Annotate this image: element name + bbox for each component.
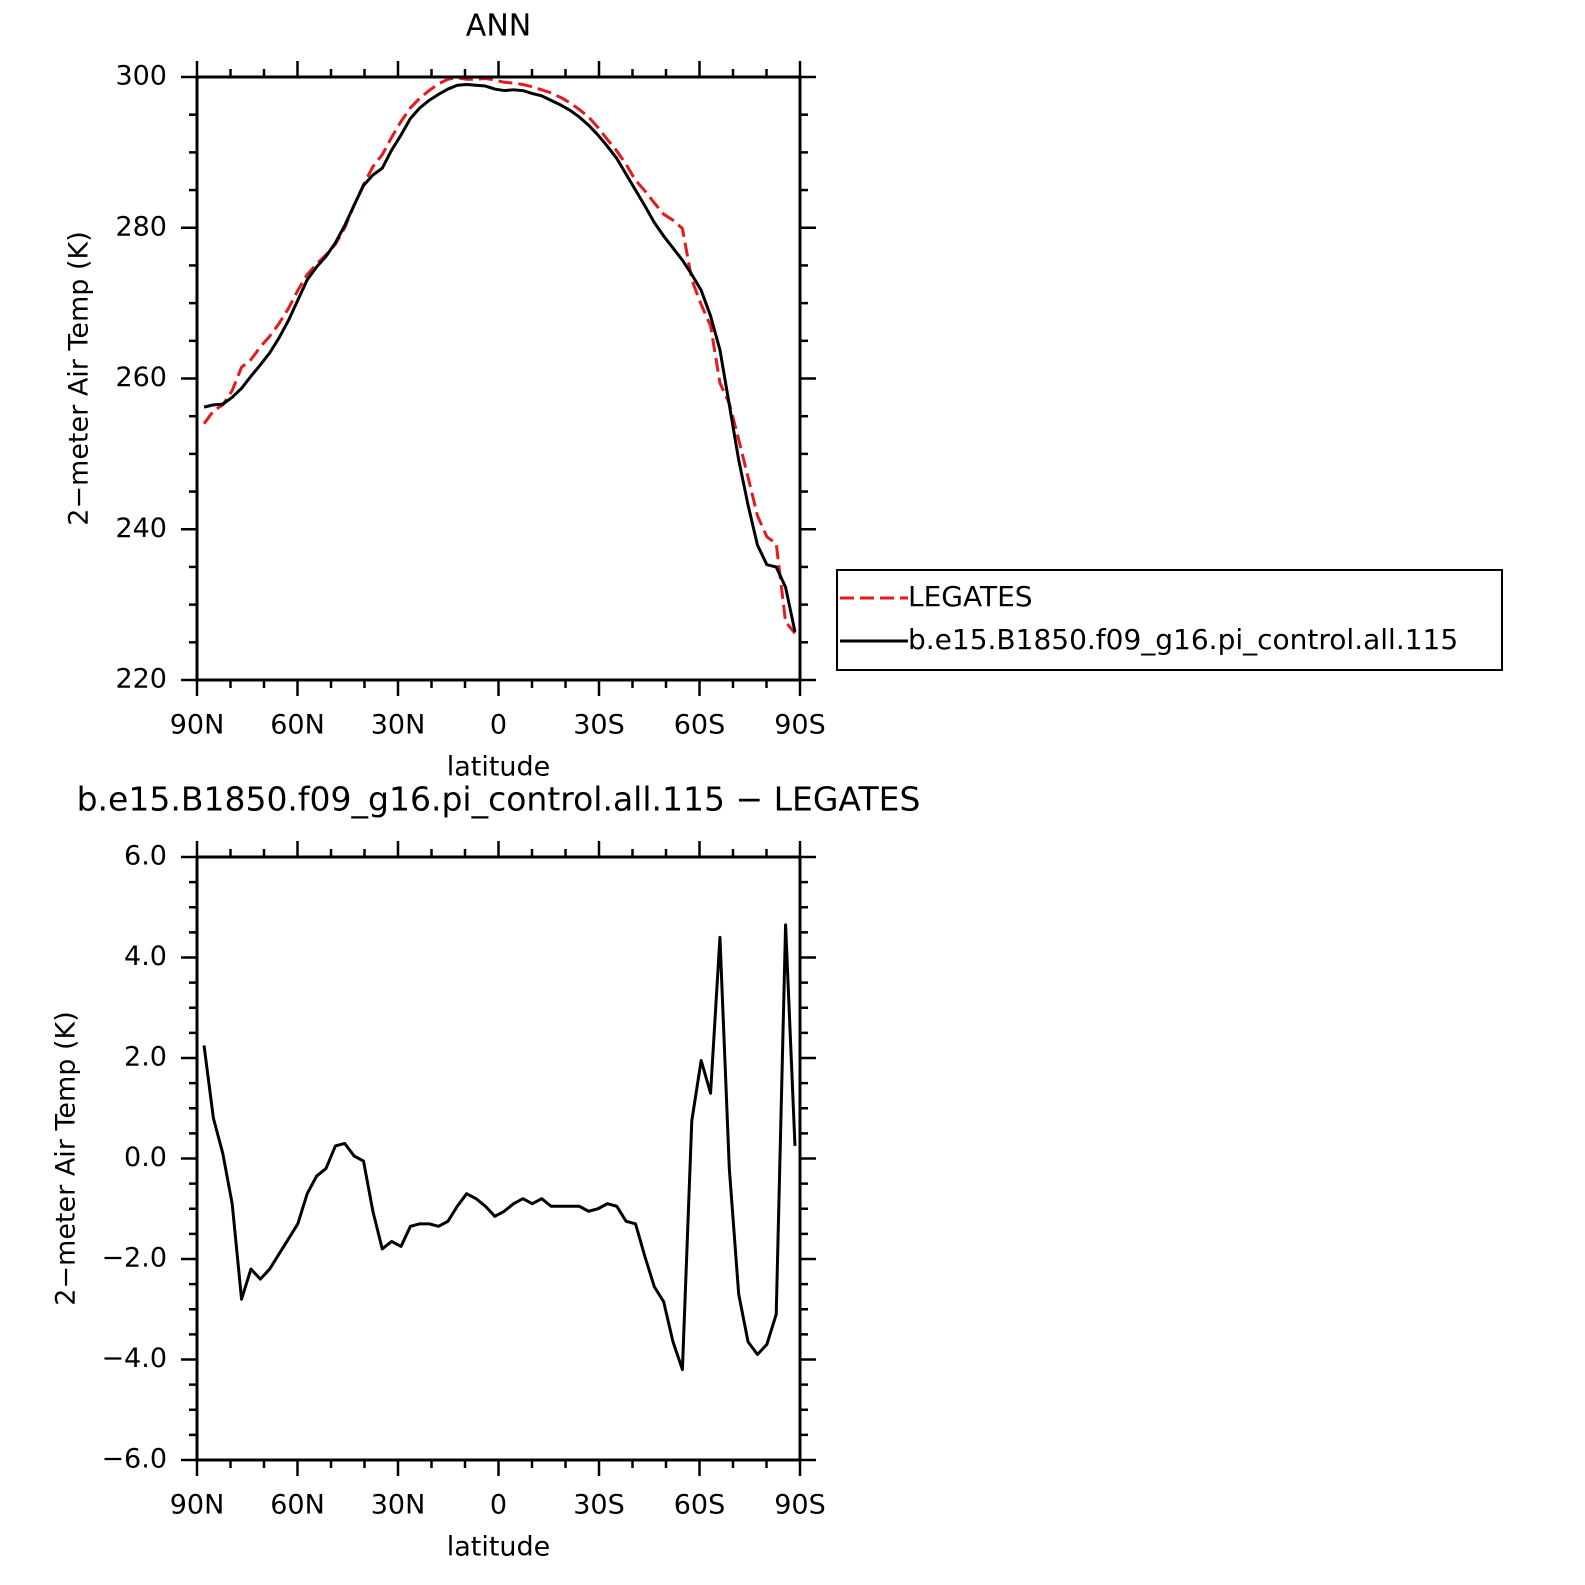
y-tick-label: 4.0 (124, 941, 167, 972)
y-tick-label: 6.0 (124, 841, 167, 872)
legend-box (836, 569, 1503, 671)
y-tick-label: 300 (115, 61, 167, 92)
y-axis-label: 2−meter Air Temp (K) (64, 231, 95, 526)
x-tick-label: 60S (674, 710, 726, 741)
chart-title: b.e15.B1850.f09_g16.pi_control.all.115 −… (77, 780, 921, 819)
x-tick-label: 60N (270, 1490, 325, 1521)
data-line (202, 923, 797, 1372)
chart-title: ANN (466, 9, 531, 44)
x-tick-label: 90S (774, 1490, 826, 1521)
x-tick-label: 90S (774, 710, 826, 741)
y-tick-label: 260 (115, 362, 167, 393)
plot-frame (195, 75, 802, 682)
x-tick-label: 90N (170, 1490, 225, 1521)
y-tick-label: 220 (115, 664, 167, 695)
x-tick-label: 90N (170, 710, 225, 741)
legend-label: b.e15.B1850.f09_g16.pi_control.all.115 (908, 623, 1458, 656)
y-tick-label: 0.0 (124, 1142, 167, 1173)
y-tick-label: 2.0 (124, 1042, 167, 1073)
x-tick-label: 30N (371, 710, 426, 741)
x-tick-label: 30N (371, 1490, 426, 1521)
x-tick-label: 30S (573, 710, 625, 741)
y-tick-label: 240 (115, 513, 167, 544)
x-axis-label: latitude (447, 1532, 551, 1563)
y-tick-label: −4.0 (101, 1343, 167, 1374)
legend-label: LEGATES (908, 580, 1033, 613)
x-tick-label: 0 (490, 1490, 507, 1521)
data-line (202, 76, 797, 635)
x-axis-label: latitude (447, 752, 551, 783)
plot-frame (195, 855, 802, 1462)
y-tick-label: −6.0 (101, 1444, 167, 1475)
x-tick-label: 0 (490, 710, 507, 741)
y-tick-label: 280 (115, 211, 167, 242)
x-tick-label: 60S (674, 1490, 726, 1521)
y-axis-label: 2−meter Air Temp (K) (51, 1011, 82, 1306)
data-line (203, 83, 797, 633)
y-tick-label: −2.0 (101, 1243, 167, 1274)
x-tick-label: 60N (270, 710, 325, 741)
x-tick-label: 30S (573, 1490, 625, 1521)
